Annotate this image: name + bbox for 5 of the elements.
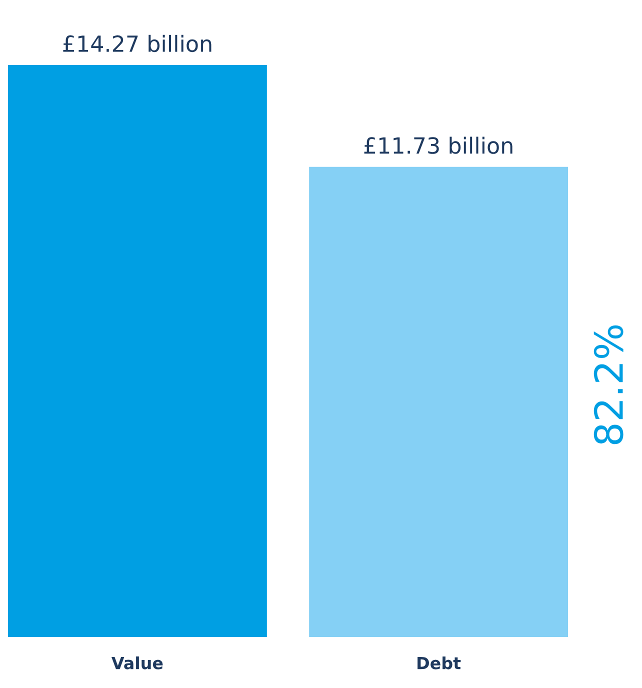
data-label: £11.73 billion [364, 136, 512, 154]
x-tick-label: Debt [418, 656, 461, 670]
x-tick-label: Value [111, 656, 163, 670]
text: 82.2% [594, 325, 624, 444]
data-label: £14.27 billion [63, 34, 212, 52]
